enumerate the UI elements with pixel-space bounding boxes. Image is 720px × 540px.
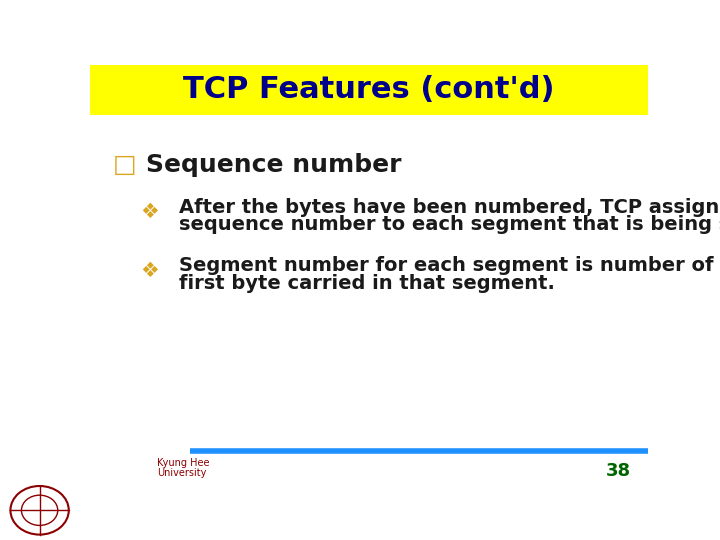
Text: University: University xyxy=(157,468,207,478)
Text: After the bytes have been numbered, TCP assigns a: After the bytes have been numbered, TCP … xyxy=(179,198,720,217)
Text: Kyung Hee: Kyung Hee xyxy=(157,458,210,468)
Text: □: □ xyxy=(112,153,136,177)
Text: ❖: ❖ xyxy=(140,202,159,222)
Text: Sequence number: Sequence number xyxy=(145,153,401,177)
Text: ❖: ❖ xyxy=(140,261,159,281)
Text: TCP Features (cont'd): TCP Features (cont'd) xyxy=(184,75,554,104)
Text: 38: 38 xyxy=(606,462,631,481)
Text: sequence number to each segment that is being sent.: sequence number to each segment that is … xyxy=(179,215,720,234)
Text: first byte carried in that segment.: first byte carried in that segment. xyxy=(179,274,555,293)
Text: Segment number for each segment is number of the: Segment number for each segment is numbe… xyxy=(179,256,720,275)
FancyBboxPatch shape xyxy=(90,65,648,114)
